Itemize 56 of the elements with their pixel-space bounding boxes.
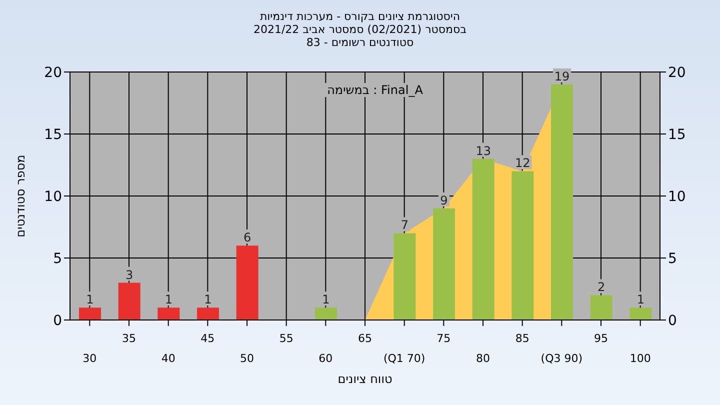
- data-label: 1: [86, 292, 94, 307]
- bar: [472, 158, 494, 320]
- bar: [158, 308, 180, 320]
- bar: [630, 308, 652, 320]
- y2-tick-label: 0: [668, 312, 677, 329]
- data-label: 19: [554, 69, 570, 84]
- x-tick-label: 50: [240, 352, 254, 365]
- y-tick-label: 15: [44, 126, 62, 143]
- data-label: 2: [598, 280, 606, 294]
- bar: [315, 308, 337, 320]
- x-axis-title: טווח ציונים: [338, 372, 392, 386]
- x-tick-label: 95: [594, 332, 608, 345]
- x-tick-label: (Q1 70): [383, 352, 426, 365]
- bar: [236, 246, 258, 320]
- y2-tick-label: 10: [668, 188, 686, 205]
- bar: [197, 308, 219, 320]
- y-axis-title: מספר סטודנטים: [13, 154, 28, 238]
- data-label: 1: [322, 292, 330, 307]
- bar: [551, 84, 573, 320]
- x-tick-label: 30: [82, 352, 97, 365]
- bar: [118, 282, 140, 320]
- x-tick-label: 40: [161, 352, 176, 365]
- y-tick-label: 10: [44, 188, 62, 205]
- bar: [79, 308, 101, 320]
- annotation: Final_A : במשימה: [324, 83, 426, 97]
- x-tick-label: 45: [200, 332, 215, 345]
- x-tick-label: 55: [279, 332, 294, 345]
- data-label: 12: [515, 156, 530, 170]
- x-tick-label: 65: [358, 332, 372, 345]
- x-tick-label: 85: [515, 332, 530, 345]
- bar: [433, 208, 455, 320]
- data-label: 3: [126, 268, 134, 282]
- x-tick-label: 35: [122, 332, 136, 345]
- data-label: 1: [204, 292, 212, 307]
- data-label: 13: [476, 144, 491, 158]
- y2-tick-label: 5: [668, 250, 677, 267]
- data-label: 6: [244, 230, 252, 245]
- data-label: 1: [636, 292, 644, 307]
- y-tick-label: 0: [53, 312, 62, 329]
- chart-subtitle: בסמסטר (02/2021) סמסטר אביב 2021/22 סטודנטים רשומים - 83: [252, 23, 468, 49]
- chart-title: היסטוגרמת ציונים בקורס - מערכות דינמיות: [258, 10, 462, 23]
- x-tick-label: 80: [476, 352, 490, 365]
- x-tick-label: 75: [436, 332, 451, 345]
- y-tick-label: 5: [53, 250, 62, 267]
- y2-tick-label: 15: [668, 126, 686, 143]
- y-tick-label: 20: [44, 64, 62, 81]
- x-tick-label: 60: [318, 352, 333, 365]
- y2-tick-label: 20: [668, 64, 686, 81]
- bar: [590, 295, 612, 320]
- data-label: 1: [164, 292, 172, 307]
- data-label: 9: [440, 193, 448, 208]
- data-label: 7: [400, 218, 408, 232]
- x-tick-label: (Q3 90): [540, 352, 583, 365]
- bar: [394, 233, 416, 320]
- x-tick-label: 100: [630, 352, 651, 365]
- bar: [512, 171, 534, 320]
